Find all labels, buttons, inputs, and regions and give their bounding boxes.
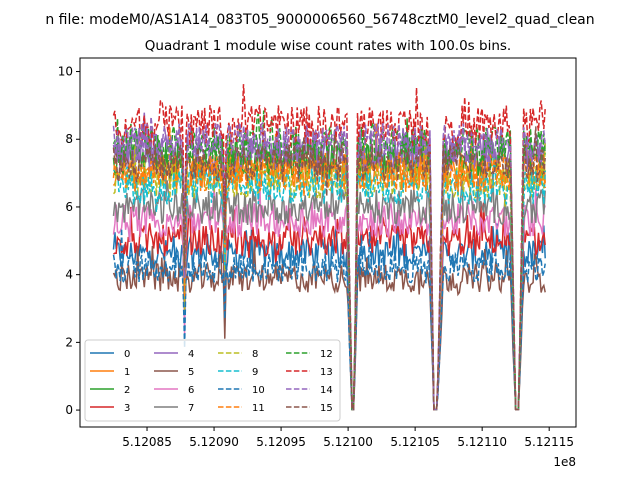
legend-item-9[interactable]: 9 <box>218 367 258 378</box>
legend-item-6[interactable]: 6 <box>154 385 194 396</box>
figure-suptitle: n file: modeM0/AS1A14_083T05_9000006560_… <box>45 12 594 28</box>
series-line-10 <box>112 228 546 411</box>
y-tick-label: 0 <box>65 403 73 417</box>
legend-label: 14 <box>320 385 333 396</box>
y-axis: 0 2 4 6 8 10 <box>58 65 80 417</box>
legend-box <box>84 339 341 422</box>
legend-item-2[interactable]: 2 <box>90 385 130 396</box>
legend-item-13[interactable]: 13 <box>286 367 333 378</box>
legend-label: 7 <box>188 403 194 414</box>
x-tick-label: 5.12095 <box>256 435 306 449</box>
series-line-13 <box>112 84 546 411</box>
legend-label: 10 <box>252 385 265 396</box>
legend-label: 15 <box>320 403 333 414</box>
legend-item-12[interactable]: 12 <box>286 349 333 360</box>
legend-item-4[interactable]: 4 <box>154 349 194 360</box>
legend-label: 12 <box>320 349 333 360</box>
x-tick-label: 5.12105 <box>390 435 440 449</box>
plot-frame <box>79 57 577 428</box>
legend-item-14[interactable]: 14 <box>286 385 333 396</box>
legend-label: 5 <box>188 367 194 378</box>
legend-item-3[interactable]: 3 <box>90 403 130 414</box>
x-tick-label: 5.12090 <box>189 435 239 449</box>
legend-label: 3 <box>124 403 130 414</box>
x-axis: 5.12085 5.12090 5.12095 5.12100 5.12105 5.121… <box>122 427 574 449</box>
legend-item-5[interactable]: 5 <box>154 367 194 378</box>
legend-item-8[interactable]: 8 <box>218 349 258 360</box>
legend-item-10[interactable]: 10 <box>218 385 265 396</box>
y-tick-label: 8 <box>65 132 73 146</box>
legend-item-15[interactable]: 15 <box>286 403 333 414</box>
legend-item-7[interactable]: 7 <box>154 403 194 414</box>
series-line-15 <box>112 126 546 411</box>
y-tick-label: 10 <box>58 65 73 79</box>
series-layer <box>112 84 546 411</box>
legend-label: 1 <box>124 367 130 378</box>
y-tick-label: 4 <box>65 268 73 282</box>
y-tick-label: 2 <box>65 335 73 349</box>
legend-item-0[interactable]: 0 <box>90 349 130 360</box>
legend-label: 11 <box>252 403 265 414</box>
legend-label: 2 <box>124 385 130 396</box>
legend-label: 8 <box>252 349 258 360</box>
legend-item-11[interactable]: 11 <box>218 403 265 414</box>
x-tick-label: 5.12110 <box>457 435 507 449</box>
legend-item-1[interactable]: 1 <box>90 367 130 378</box>
legend-label: 0 <box>124 349 130 360</box>
x-tick-label: 5.12085 <box>122 435 172 449</box>
legend-label: 9 <box>252 367 258 378</box>
y-tick-label: 6 <box>65 200 73 214</box>
legend-label: 4 <box>188 349 194 360</box>
x-tick-label: 5.12100 <box>323 435 373 449</box>
legend-label: 13 <box>320 367 333 378</box>
chart-title: Quadrant 1 module wise count rates with … <box>145 38 511 54</box>
legend-label: 6 <box>188 385 194 396</box>
x-tick-label: 5.12115 <box>524 435 574 449</box>
x-offset-label: 1e8 <box>553 455 576 469</box>
